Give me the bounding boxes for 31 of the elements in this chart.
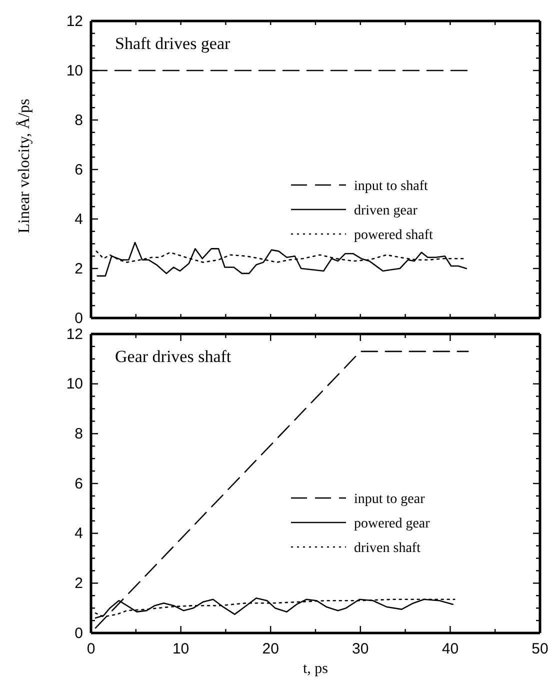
x-tick-label: 40 [442,640,459,658]
x-tick-label: 0 [86,640,96,658]
legend-label: driven shaft [354,541,421,556]
legend-label: driven gear [354,204,418,218]
y-tick-label: 0 [74,624,83,642]
y-tick-label: 12 [66,326,83,343]
y-tick-label: 8 [74,425,83,442]
y-tick-label: 4 [74,210,83,228]
legend-label: input to gear [354,492,426,507]
y-tick-label: 6 [74,475,83,492]
y-tick-label: 12 [66,12,83,30]
y-tick-label: 2 [74,574,83,592]
x-tick-label: 50 [532,640,548,658]
line-series [96,242,468,277]
x-tick-label: 30 [352,640,369,658]
y-tick-label: 8 [74,112,83,129]
y-tick-label: 4 [74,525,83,542]
y-tick-label: 6 [74,161,83,178]
text: Shaft drives gear [115,34,231,53]
y-tick-label: 2 [74,260,83,278]
y-tick-label: 10 [66,376,83,393]
legend-label: input to shaft [354,179,428,194]
x-tick-label: 10 [172,640,190,658]
text: Gear drives shaft [115,347,232,366]
x-axis-title: t, ps [302,661,328,677]
legend-label: powered shaft [354,228,434,243]
legend-label: powered gear [354,516,430,532]
y-axis-title: Linear velocity, Å/ps [15,98,33,234]
y-tick-label: 10 [66,62,83,80]
y-tick-label: 0 [74,310,83,327]
x-tick-label: 20 [262,640,279,658]
